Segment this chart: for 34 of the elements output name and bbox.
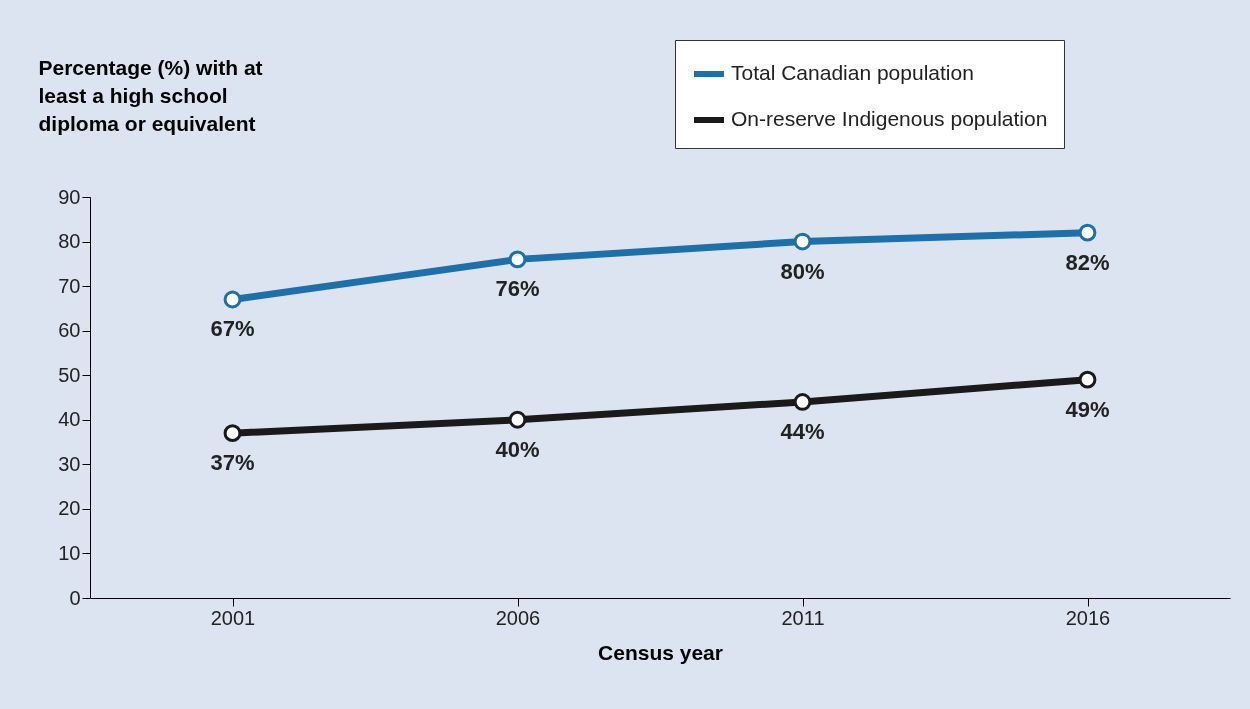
x-tick-label: 2001	[210, 606, 256, 629]
data-label: 76%	[495, 276, 540, 302]
x-tick-label: 2011	[781, 606, 825, 629]
data-label: 67%	[210, 316, 255, 342]
data-label: 37%	[210, 450, 255, 476]
y-tick-label: 30	[58, 452, 81, 475]
point	[793, 393, 812, 411]
y-tick-label: 70	[58, 274, 81, 297]
point	[1078, 223, 1097, 242]
point	[508, 250, 527, 269]
point	[508, 410, 527, 429]
point	[223, 424, 242, 443]
y-tick-label: 90	[58, 185, 81, 208]
x-tick-label: 2006	[495, 606, 541, 629]
y-tick-label: 0	[69, 586, 81, 609]
data-label: 49%	[1065, 396, 1110, 422]
x-axis-title: Census year	[598, 640, 723, 664]
legend-label: On-reserve Indigenous population	[731, 107, 1048, 130]
y-tick-label: 40	[58, 408, 81, 431]
data-label: 80%	[780, 258, 825, 284]
data-label: 40%	[495, 436, 540, 462]
legend-label: Total Canadian population	[731, 61, 974, 84]
y-tick-label: 20	[58, 497, 81, 520]
data-label: 82%	[1065, 249, 1110, 275]
point	[1078, 370, 1097, 389]
y-tick-label: 80	[58, 230, 81, 253]
y-tick-label: 10	[58, 541, 81, 564]
data-label: 44%	[780, 418, 825, 444]
x-tick-label: 2016	[1065, 606, 1111, 629]
y-tick-label: 50	[58, 363, 81, 386]
point	[223, 290, 242, 309]
point	[793, 232, 812, 251]
y-axis-title: Percentage (%) with at least a high school diploma or equivalent	[38, 55, 263, 135]
y-tick-label: 60	[58, 319, 81, 342]
